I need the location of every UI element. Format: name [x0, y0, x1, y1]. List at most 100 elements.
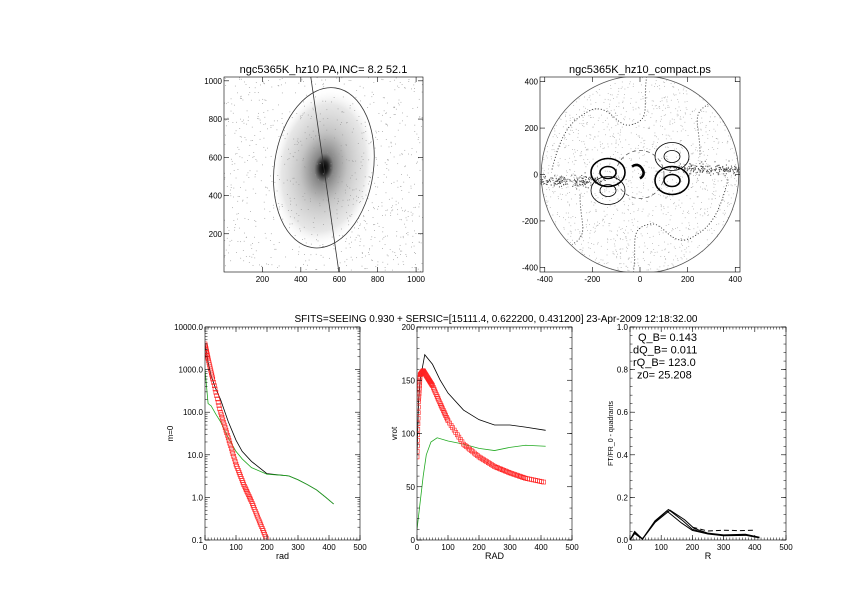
data-point — [243, 487, 249, 492]
x-tick-label: 100 — [655, 543, 669, 552]
data-point — [212, 383, 217, 388]
x-tick-label: 500 — [353, 543, 367, 552]
y-tick-label: 1.0 — [617, 323, 629, 332]
series-total — [205, 343, 334, 505]
data-point — [216, 403, 222, 408]
data-point — [417, 404, 421, 410]
y-tick-label: 0.8 — [617, 366, 629, 375]
data-point — [417, 438, 420, 443]
data-point — [473, 452, 479, 457]
fit-ellipse — [273, 87, 375, 249]
data-point — [244, 489, 250, 494]
series-line — [692, 526, 755, 532]
data-point — [214, 393, 219, 398]
data-point — [417, 385, 422, 391]
data-point — [229, 448, 235, 454]
y-tick-label: 10.0 — [187, 451, 203, 460]
y-tick-label: 200 — [209, 230, 223, 239]
panel-title: ngc5365K_hz10 PA,INC= 8.2 52.1 — [240, 64, 408, 76]
data-point — [506, 469, 511, 475]
x-tick-label: 400 — [748, 543, 762, 552]
y-tick-label: -400 — [522, 263, 539, 272]
y-tick-label: 1000 — [204, 77, 222, 86]
series-quadrant-3 — [630, 509, 760, 540]
data-point — [248, 497, 254, 503]
data-point — [417, 383, 422, 388]
data-point — [226, 438, 232, 443]
data-point — [212, 386, 218, 392]
contour-outer — [590, 176, 626, 205]
x-tick-label: 1000 — [407, 275, 425, 284]
suptitle: SFITS=SEEING 0.930 + SERSIC=[15111.4, 0.… — [295, 314, 698, 325]
data-point — [458, 437, 463, 442]
series-bulge — [417, 368, 546, 485]
data-point — [223, 427, 229, 433]
plot-area-rotation — [417, 353, 546, 530]
annotation-1: dQ_B= 0.011 — [633, 345, 697, 357]
y-tick-label: 150 — [402, 376, 416, 385]
x-tick-label: 300 — [717, 543, 731, 552]
x-tick-label: -400 — [537, 275, 554, 284]
data-point — [417, 393, 422, 399]
data-point — [462, 443, 468, 448]
data-point — [493, 464, 499, 470]
data-point — [243, 485, 248, 491]
x-axis-label: RAD — [485, 551, 505, 561]
data-point — [229, 446, 234, 451]
contour-inner — [599, 165, 617, 180]
data-point — [465, 445, 471, 451]
x-tick-label: 0 — [415, 543, 420, 552]
x-tick-label: 0 — [638, 275, 643, 284]
panel-title: ngc5365K_hz10_compact.ps — [569, 64, 711, 76]
x-tick-label: 200 — [681, 275, 695, 284]
data-point — [246, 494, 252, 499]
y-tick-label: 0.2 — [617, 493, 629, 502]
data-point — [456, 434, 462, 440]
panel-qb: 0 100 200 300 400 500 0.0 0.2 0.4 0.6 0.8 1.0 R FT/FR… — [608, 323, 793, 561]
image-noise — [224, 77, 423, 272]
axes-frame — [223, 76, 424, 273]
y-tick-label: 100 — [402, 430, 416, 439]
series-total — [417, 353, 546, 455]
plot-area-profile — [205, 341, 334, 540]
x-tick-label: 300 — [503, 543, 517, 552]
x-tick-label: 100 — [229, 543, 243, 552]
data-point — [205, 344, 208, 350]
data-point — [470, 449, 476, 455]
x-axis-label: R — [705, 551, 712, 561]
x-tick-label: 500 — [565, 543, 579, 552]
x-tick-label: 200 — [256, 275, 270, 284]
contour-outer — [654, 142, 690, 171]
x-tick-label: 200 — [472, 543, 486, 552]
deprojected-noise — [540, 77, 740, 272]
data-point — [513, 472, 519, 478]
data-point — [472, 450, 477, 456]
data-point — [518, 474, 524, 479]
data-point — [417, 432, 420, 438]
series-quadrant-2 — [630, 510, 760, 540]
data-point — [501, 468, 507, 473]
data-point — [231, 454, 236, 459]
y-tick-label: 0.1 — [192, 536, 204, 545]
data-point — [459, 439, 465, 445]
data-point — [227, 440, 233, 446]
data-point — [213, 390, 219, 395]
data-point — [205, 343, 208, 348]
data-point — [222, 422, 227, 428]
x-tick-label: -200 — [584, 275, 601, 284]
series-line — [417, 353, 546, 455]
data-point — [541, 479, 546, 485]
x-tick-label: 300 — [291, 543, 305, 552]
y-axis-label: vrot — [390, 426, 399, 440]
data-point — [221, 420, 226, 425]
data-point — [218, 412, 224, 418]
data-point — [445, 418, 451, 424]
data-point — [516, 473, 522, 479]
y-tick-label: 400 — [525, 78, 539, 87]
x-tick-label: 200 — [260, 543, 274, 552]
data-point — [232, 459, 238, 464]
y-axis-label: m=0 — [166, 425, 175, 441]
contour-inner — [663, 150, 681, 163]
data-point — [215, 399, 221, 405]
data-point — [205, 346, 209, 351]
